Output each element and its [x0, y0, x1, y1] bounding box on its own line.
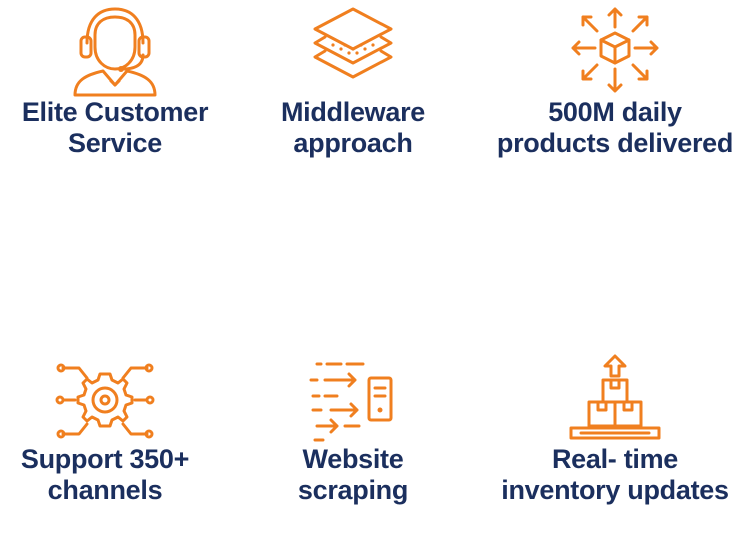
feature-products-delivered: 500M daily products delivered	[490, 5, 740, 159]
feature-label: Real- time inventory updates	[501, 444, 729, 505]
headset-agent-icon	[73, 7, 157, 97]
feature-customer-service: Elite Customer Service	[0, 5, 240, 159]
feature-label: 500M daily products delivered	[496, 97, 734, 158]
layers-icon	[313, 7, 393, 79]
gear-network-icon	[55, 363, 155, 439]
inventory-boxes-icon	[569, 354, 661, 440]
feature-middleware: Middleware approach	[228, 5, 478, 159]
feature-label: Support 350+ channels	[20, 444, 190, 505]
feature-website-scraping: Website scraping	[228, 352, 478, 506]
feature-label: Website scraping	[297, 444, 409, 505]
feature-label: Middleware approach	[280, 97, 426, 158]
feature-channels: Support 350+ channels	[0, 352, 230, 506]
data-scraping-icon	[309, 362, 393, 442]
box-distribution-icon	[571, 7, 659, 93]
feature-label: Elite Customer Service	[21, 97, 209, 158]
feature-inventory-updates: Real- time inventory updates	[490, 352, 740, 506]
